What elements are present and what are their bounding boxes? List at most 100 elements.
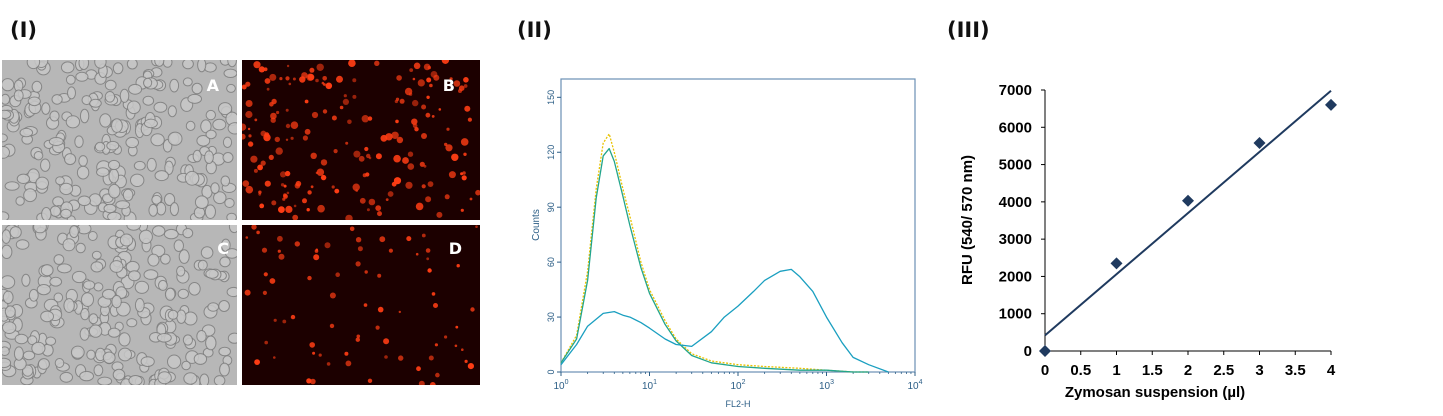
fluorescent-cell	[339, 105, 344, 110]
fluorescent-cell	[463, 84, 468, 88]
scatter-y-tick-label: 3000	[999, 231, 1032, 248]
fluorescent-cell	[253, 61, 261, 69]
cell-outline	[152, 225, 166, 237]
cell-outline	[167, 354, 182, 369]
histogram-frame	[560, 78, 916, 373]
cell-outline	[138, 229, 153, 244]
cell-outline	[218, 346, 231, 357]
cell-outline	[57, 263, 72, 274]
cell-outline	[41, 207, 52, 220]
fluorescent-cell	[275, 147, 283, 155]
cell-outline	[111, 118, 123, 133]
cell-outline	[185, 120, 196, 132]
cell-outline	[108, 168, 120, 184]
cell-outline	[220, 175, 231, 187]
fluorescent-cell	[347, 119, 352, 125]
fluorescent-cell	[407, 151, 414, 157]
cell-outline	[60, 61, 75, 74]
fluorescent-cell	[247, 127, 251, 131]
fluorescent-cell	[248, 134, 252, 138]
cell-outline	[37, 358, 50, 370]
cell-outline	[27, 96, 41, 107]
fluorescent-cell	[242, 123, 247, 131]
fluorescent-cell	[309, 67, 315, 73]
scatter-x-tick-label: 0.5	[1070, 362, 1091, 379]
fluorescent-cell	[302, 198, 307, 204]
cell-outline	[107, 159, 121, 171]
fluorescent-cell	[254, 359, 260, 365]
fluorescent-cell	[375, 325, 380, 330]
fluorescent-cell	[310, 185, 314, 189]
cell-outline	[63, 298, 75, 313]
micrograph-letter-a: A	[206, 76, 219, 95]
fluorescent-cell	[307, 190, 312, 195]
cell-outline	[173, 239, 185, 253]
fluorescent-cell	[302, 135, 308, 141]
cell-outline	[167, 309, 179, 320]
fluorescent-cell	[451, 153, 459, 161]
fluorescent-cell	[475, 189, 480, 196]
fluorescent-cell	[425, 248, 431, 253]
cell-outline	[182, 334, 193, 346]
cell-outline	[210, 182, 220, 195]
fluorescent-cell	[348, 60, 356, 67]
fluorescent-cell	[306, 378, 312, 384]
fluorescent-cell	[353, 150, 361, 158]
cell-outline	[70, 345, 85, 359]
scatter-y-tick-label: 6000	[999, 119, 1032, 136]
fluorescent-cell	[425, 112, 431, 118]
cell-outline	[81, 292, 94, 307]
cell-outline	[205, 335, 217, 351]
cell-outline	[182, 60, 194, 70]
panel-label-ii: (II)	[517, 18, 552, 42]
cell-outline	[40, 158, 51, 172]
fluorescent-cell	[367, 116, 373, 121]
histogram-x-tick-label: 102	[730, 379, 745, 392]
cell-outline	[33, 151, 44, 161]
scatter-x-tick-label: 3.5	[1285, 362, 1306, 379]
fluorescent-cell	[273, 356, 276, 359]
fluorescence-background	[242, 225, 480, 385]
cell-outline	[94, 141, 106, 152]
cell-outline	[59, 182, 74, 196]
cell-outline	[104, 91, 116, 103]
scatter-x-tick-label: 2	[1184, 362, 1192, 379]
fluorescent-cell	[270, 117, 276, 123]
cell-outline	[2, 346, 10, 356]
cell-outline	[2, 229, 11, 244]
cell-outline	[97, 376, 113, 385]
fluorescent-cell	[304, 99, 309, 104]
cell-outline	[48, 137, 64, 146]
scatter-fit-line	[1044, 89, 1332, 337]
fluorescent-cell	[444, 194, 450, 200]
cell-outline	[162, 60, 173, 68]
fluorescent-cell	[260, 160, 266, 166]
fluorescent-cell	[264, 180, 271, 187]
cell-outline	[104, 79, 117, 91]
histogram-y-tick-label: 0	[546, 369, 556, 374]
cell-outline	[2, 321, 17, 334]
fluorescent-cell	[415, 252, 419, 256]
fluorescent-cell	[364, 146, 369, 152]
cell-outline	[196, 135, 211, 147]
cell-outline	[192, 149, 202, 163]
fluorescent-cell	[280, 171, 287, 178]
cell-outline	[93, 364, 104, 377]
cell-outline	[107, 327, 121, 338]
cell-outline	[75, 242, 86, 254]
fluorescent-cell	[329, 323, 335, 329]
cell-outline	[142, 95, 155, 106]
cell-outline	[62, 238, 76, 252]
fluorescent-cell	[334, 188, 340, 194]
cell-outline	[2, 244, 13, 259]
fluorescent-cell	[361, 115, 369, 123]
scatter-point	[1325, 98, 1337, 111]
histogram-series-2	[560, 147, 869, 373]
cell-outline	[102, 351, 116, 364]
fluorescent-cell	[428, 355, 434, 361]
flow-histogram-chart: 0 30 60 90 120 150 100 101 102 103 104 Counts FL2…	[531, 78, 923, 409]
fluorescent-cell	[395, 119, 399, 124]
cell-outline	[89, 98, 102, 108]
fluorescent-cell	[268, 154, 274, 160]
cell-outline	[2, 78, 15, 92]
